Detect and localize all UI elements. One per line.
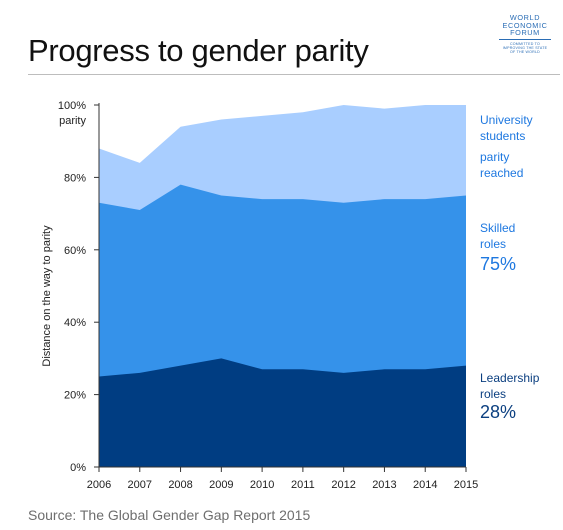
y-tick-label-80: 80% <box>64 172 86 184</box>
parity-reached-line-2: reached <box>480 166 523 180</box>
title-divider <box>28 74 560 75</box>
x-tick-label-2013: 2013 <box>372 479 396 491</box>
x-tick-label-2014: 2014 <box>413 479 437 491</box>
source-note: Source: The Global Gender Gap Report 201… <box>28 507 311 523</box>
logo-tagline-line-1: COMMITTED TO <box>509 41 541 46</box>
y-tick-label-100: 100% <box>58 100 86 112</box>
skilled-label-line-1: Skilled <box>480 221 515 235</box>
x-tick-label-2011: 2011 <box>291 479 315 491</box>
x-tick-label-2015: 2015 <box>454 479 478 491</box>
y-tick-label-0: 0% <box>70 462 86 474</box>
logo-name-line-3: FORUM <box>510 28 540 38</box>
university-label-line-1: University <box>480 113 533 127</box>
x-tick-label-2010: 2010 <box>250 479 274 491</box>
x-tick-label-2006: 2006 <box>87 479 111 491</box>
y-tick-label-20: 20% <box>64 390 86 402</box>
y-tick-label-60: 60% <box>64 245 86 257</box>
logo-name-line-1: WORLD <box>509 13 541 22</box>
wef-logo: WORLD ECONOMIC FORUM COMMITTED TO IMPROV… <box>496 14 554 54</box>
y-tick-sublabel-parity: parity <box>59 115 86 127</box>
x-tick-label-2007: 2007 <box>128 479 152 491</box>
logo-tagline-line-2: IMPROVING THE STATE <box>502 45 548 50</box>
y-axis-title: Distance on the way to parity <box>41 225 53 367</box>
parity-reached-line-1: parity <box>480 150 509 164</box>
leadership-label-line-2: roles <box>480 387 506 401</box>
logo-rule <box>499 38 551 40</box>
leadership-label-line-1: Leadership <box>480 371 540 385</box>
logo-tagline-line-3: OF THE WORLD <box>510 49 540 54</box>
x-tick-label-2009: 2009 <box>209 479 233 491</box>
x-tick-label-2008: 2008 <box>168 479 192 491</box>
leadership-area <box>99 358 466 467</box>
university-label-line-2: students <box>480 129 525 143</box>
y-tick-label-40: 40% <box>64 317 86 329</box>
chart-title: Progress to gender parity <box>28 33 369 68</box>
leadership-value-label: 28% <box>480 402 516 422</box>
x-tick-label-2012: 2012 <box>331 479 355 491</box>
logo-name-line-2: ECONOMIC <box>502 20 548 30</box>
skilled-value-label: 75% <box>480 254 516 274</box>
skilled-label-line-2: roles <box>480 237 506 251</box>
